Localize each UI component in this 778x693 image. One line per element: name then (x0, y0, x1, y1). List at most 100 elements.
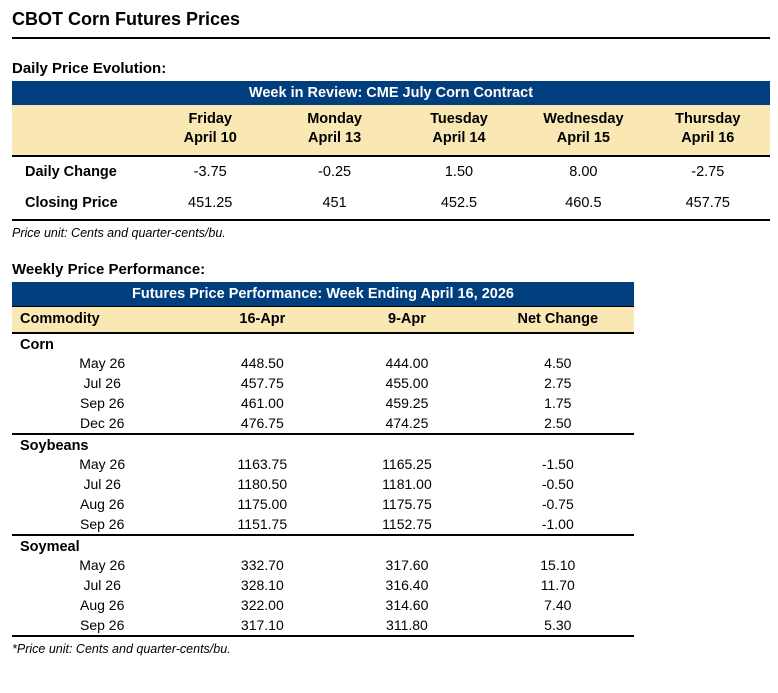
contract-month: Aug 26 (80, 597, 125, 614)
price-current: 1180.50 (237, 476, 288, 493)
daily-day-date: April 14 (432, 130, 486, 147)
price-current: 317.10 (240, 616, 284, 633)
net-change: 11.70 (540, 577, 575, 594)
price-prior: 317.60 (385, 557, 429, 574)
daily-value-cell: 452.5 (440, 195, 478, 212)
commodity-group-row: Corn (12, 333, 634, 354)
daily-day-date: April 13 (307, 130, 362, 147)
daily-day-name: Monday (307, 110, 362, 127)
net-change: 15.10 (540, 557, 576, 574)
commodity-group-name: Soymeal (20, 538, 80, 555)
contract-row: May 26 332.70 317.60 15.10 (12, 556, 634, 576)
weekly-performance-table: Futures Price Performance: Week Ending A… (12, 281, 634, 637)
commodity-group-row: Soymeal (12, 535, 634, 556)
daily-value-cell: -3.75 (193, 164, 227, 181)
price-current: 461.00 (240, 395, 284, 412)
contract-row: Sep 26 317.10 311.80 5.30 (12, 616, 634, 636)
price-current: 332.70 (240, 557, 284, 574)
daily-value-cell: 1.50 (444, 164, 474, 181)
net-change: -0.75 (541, 496, 574, 513)
daily-value-cell: 451.25 (188, 195, 233, 212)
net-change: -1.00 (541, 515, 574, 532)
price-prior: 444.00 (385, 355, 429, 372)
daily-data-row: Closing Price 451.25 451 452.5 460.5 457.75 (12, 188, 770, 220)
commodity-group-name: Soybeans (20, 437, 89, 454)
weekly-footnote: *Price unit: Cents and quarter-cents/bu. (12, 641, 231, 656)
price-current: 1175.00 (237, 496, 288, 513)
daily-day-date: April 10 (183, 130, 237, 147)
daily-day-header: Thursday April 16 (645, 104, 770, 157)
price-prior: 314.60 (385, 597, 429, 614)
contract-row: Jul 26 1180.50 1181.00 -0.50 (12, 475, 634, 495)
price-prior: 455.00 (385, 375, 429, 392)
contract-row: May 26 1163.75 1165.25 -1.50 (12, 455, 634, 475)
contract-row: Jul 26 457.75 455.00 2.75 (12, 374, 634, 394)
price-current: 448.50 (240, 355, 284, 372)
net-change: -1.50 (541, 456, 574, 473)
price-prior: 1152.75 (382, 515, 432, 532)
price-current: 1151.75 (237, 515, 288, 532)
contract-row: Dec 26 476.75 474.25 2.50 (12, 414, 634, 434)
net-change: 7.40 (544, 597, 572, 614)
page-title: CBOT Corn Futures Prices (12, 9, 241, 29)
daily-value-cell: 8.00 (569, 164, 598, 181)
daily-day-name: Thursday (675, 110, 741, 127)
price-current: 457.75 (240, 375, 284, 392)
daily-footnote: Price unit: Cents and quarter-cents/bu. (12, 225, 226, 240)
contract-month: Sep 26 (80, 515, 125, 532)
daily-day-name: Wednesday (543, 110, 624, 127)
title-rule (12, 36, 770, 39)
contract-month: Jul 26 (83, 375, 121, 392)
price-current: 322.00 (240, 597, 284, 614)
report-page: CBOT Corn Futures Prices Daily Price Evo… (12, 9, 770, 656)
contract-month: Jul 26 (83, 577, 121, 594)
weekly-column-header: Net Change (481, 306, 634, 334)
contract-row: Jul 26 328.10 316.40 11.70 (12, 576, 634, 596)
daily-day-header: Friday April 10 (148, 104, 273, 157)
weekly-column-header: 16-Apr (192, 306, 333, 334)
contract-month: May 26 (79, 456, 126, 473)
net-change: 1.75 (544, 395, 572, 412)
net-change: 2.75 (544, 375, 572, 392)
contract-month: Aug 26 (80, 496, 125, 513)
price-prior: 474.25 (385, 414, 429, 431)
contract-month: Sep 26 (80, 395, 125, 412)
weekly-column-header: Commodity (12, 306, 193, 334)
daily-table-body: Daily Change -3.75 -0.25 1.50 8.00 -2.75 Closi… (12, 156, 770, 220)
daily-day-header: Wednesday April 15 (521, 104, 646, 157)
contract-month: May 26 (79, 355, 126, 372)
net-change: 5.30 (544, 616, 572, 633)
contract-row: Sep 26 461.00 459.25 1.75 (12, 394, 634, 414)
daily-price-section: Daily Price Evolution: Week in Review: C… (12, 60, 770, 240)
daily-day-date: April 16 (681, 130, 735, 147)
net-change: 2.50 (544, 414, 572, 431)
daily-day-date: April 15 (556, 130, 610, 147)
price-prior: 316.40 (385, 577, 429, 594)
contract-month: Jul 26 (83, 476, 121, 493)
daily-value-cell: 457.75 (685, 195, 730, 212)
daily-price-table: Week in Review: CME July Corn Contract F… (12, 80, 770, 221)
weekly-column-header-row: Commodity 16-Apr 9-Apr Net Change (12, 306, 634, 334)
contract-row: Sep 26 1151.75 1152.75 -1.00 (12, 515, 634, 535)
price-prior: 311.80 (386, 616, 428, 633)
daily-table-title-row: Week in Review: CME July Corn Contract (12, 80, 770, 105)
price-prior: 1181.00 (382, 476, 432, 493)
contract-row: May 26 448.50 444.00 4.50 (12, 354, 634, 374)
daily-row-label: Daily Change (25, 164, 117, 181)
daily-corner-cell (12, 104, 148, 157)
commodity-group-row: Soybeans (12, 434, 634, 455)
contract-month: Sep 26 (80, 616, 125, 633)
daily-value-cell: 451 (322, 195, 347, 212)
price-prior: 459.25 (385, 395, 429, 412)
contract-month: May 26 (79, 557, 126, 574)
daily-day-header: Monday April 13 (272, 104, 397, 157)
price-current: 328.10 (240, 577, 284, 594)
contract-row: Aug 26 322.00 314.60 7.40 (12, 596, 634, 616)
daily-day-header: Tuesday April 14 (396, 104, 522, 157)
net-change: -0.50 (541, 476, 574, 493)
weekly-table-title-row: Futures Price Performance: Week Ending A… (12, 281, 634, 308)
daily-day-name: Tuesday (430, 110, 488, 127)
contract-row: Aug 26 1175.00 1175.75 -0.75 (12, 495, 634, 515)
weekly-table-title: Futures Price Performance: Week Ending A… (12, 281, 634, 308)
daily-section-label: Daily Price Evolution: (12, 59, 167, 77)
